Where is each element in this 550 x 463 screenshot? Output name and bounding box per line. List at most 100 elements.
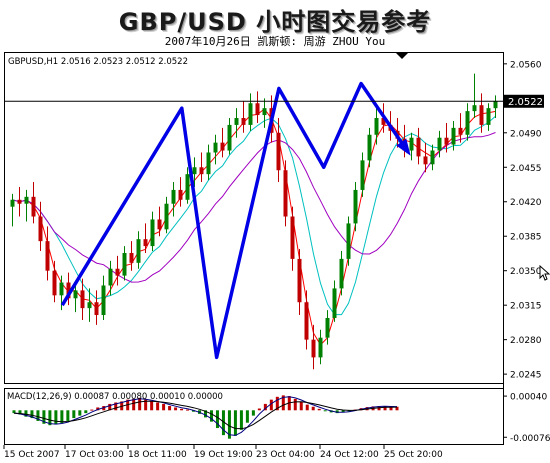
macd-histogram-bar (162, 403, 166, 411)
macd-histogram-bar (221, 410, 225, 436)
candle-body (479, 105, 484, 125)
candles (10, 73, 498, 370)
price-tick-label: 2.0280 (510, 336, 542, 346)
candle-body (143, 239, 148, 247)
candle-body (444, 137, 449, 145)
macd-histogram-bar (275, 396, 279, 411)
candle-body (87, 302, 92, 309)
candle-body (45, 241, 50, 271)
candle-body (381, 118, 386, 125)
time-tick-label: 23 Oct 04:00 (256, 450, 315, 460)
time-axis: 15 Oct 2007 17 Oct 03:00 18 Oct 11:00 19 Oc… (3, 445, 443, 460)
macd-histogram-bar (239, 410, 243, 430)
candle-body (24, 196, 29, 204)
macd-histogram-bar (156, 402, 160, 411)
candle-body (472, 105, 477, 112)
macd-histogram-bar (132, 398, 136, 411)
candle-body (367, 134, 372, 161)
macd-histogram-bar (84, 410, 88, 414)
price-axis: 2.05602.05252.04902.04552.04202.03852.03… (503, 60, 542, 381)
macd-histogram-bar (192, 410, 196, 412)
candle-body (493, 101, 498, 109)
candle-body (465, 111, 470, 135)
candle-body (108, 268, 113, 286)
chart-info-label: GBPUSD,H1 2.0516 2.0523 2.0512 2.0522 (8, 57, 188, 67)
macd-histogram-bar (180, 408, 184, 411)
current-price-label: 2.0522 (508, 97, 543, 108)
macd-histogram-bar (144, 399, 148, 411)
candle-body (458, 127, 463, 135)
time-tick-label: 15 Oct 2007 (4, 450, 60, 460)
macd-histogram-bar (209, 410, 213, 422)
macd-histogram-bar (90, 409, 94, 411)
candle-body (318, 337, 323, 358)
macd-tick-label: 0.00040 (510, 393, 547, 403)
main-panel-frame (4, 52, 504, 384)
moving-average-line (12, 132, 496, 283)
candle-body (451, 127, 456, 145)
macd-histogram-bar (72, 410, 76, 419)
macd-histogram-bar (281, 395, 285, 411)
time-tick-label: 25 Oct 20:00 (384, 450, 443, 460)
candle-body (283, 170, 288, 217)
candle-body (10, 199, 15, 207)
macd-histogram-bar (389, 406, 393, 411)
moving-average-line (12, 115, 496, 316)
candle-body (290, 216, 295, 259)
candle-body (374, 118, 379, 135)
macd-histogram-bar (204, 410, 207, 418)
macd-histogram-bar (257, 408, 261, 411)
candle-body (325, 317, 330, 338)
time-tick-label: 19 Oct 19:00 (194, 450, 253, 460)
candle-body (101, 285, 106, 316)
candle-body (423, 156, 428, 165)
macd-histogram-bar (168, 406, 172, 411)
candle-body (248, 103, 253, 125)
price-tick-label: 2.0315 (510, 302, 542, 312)
chart-shift-icon[interactable] (396, 53, 408, 59)
macd-panel-frame (4, 388, 504, 445)
macd-histogram-bar (293, 398, 297, 411)
trend-arrow-line (60, 81, 410, 360)
macd-histogram-bar (251, 410, 255, 416)
macd-histogram-bar (186, 409, 190, 411)
candle-body (178, 189, 183, 200)
macd-histogram-bar (299, 401, 303, 411)
current-price-marker (504, 94, 544, 108)
macd-histogram-bar (54, 410, 58, 425)
candle-body (206, 152, 211, 175)
candle-body (52, 270, 57, 296)
macd-histogram-bar (36, 410, 40, 421)
candle-body (339, 258, 344, 289)
macd-indicator: 0.00040 -0.00076 (12, 393, 550, 444)
page-title: GBP/USD 小时图交易参考 (118, 8, 432, 36)
candle-body (185, 174, 190, 200)
macd-histogram-bar (263, 403, 267, 411)
macd-histogram-bar (60, 410, 64, 424)
candle-body (430, 150, 435, 165)
candle-body (136, 239, 141, 263)
macd-line (13, 396, 398, 436)
candle-body (171, 189, 176, 204)
macd-info-label: MACD(12,26,9) 0.00087 0.00080 0.00010 0.… (7, 392, 223, 402)
candle-body (220, 142, 225, 151)
page-subtitle: 2007年10月26日 凯斯顿: 周游 ZHOU You (164, 35, 386, 48)
price-tick-label: 2.0385 (510, 233, 542, 243)
moving-average-line (12, 108, 496, 346)
candle-body (332, 288, 337, 318)
macd-histogram-bar (174, 407, 178, 411)
price-tick-label: 2.0490 (510, 129, 542, 139)
macd-histogram-bar (317, 408, 321, 411)
macd-histogram-bar (323, 410, 327, 412)
macd-tick-label: -0.00076 (510, 434, 550, 444)
macd-histogram-bar (150, 401, 154, 411)
macd-histogram-bar (12, 410, 16, 414)
candle-body (346, 223, 351, 259)
candle-body (150, 219, 155, 247)
candle-body (94, 302, 99, 316)
macd-histogram-bar (114, 402, 118, 411)
macd-histogram-bar (311, 406, 315, 411)
macd-histogram-bar (66, 410, 70, 421)
candle-body (241, 118, 246, 125)
